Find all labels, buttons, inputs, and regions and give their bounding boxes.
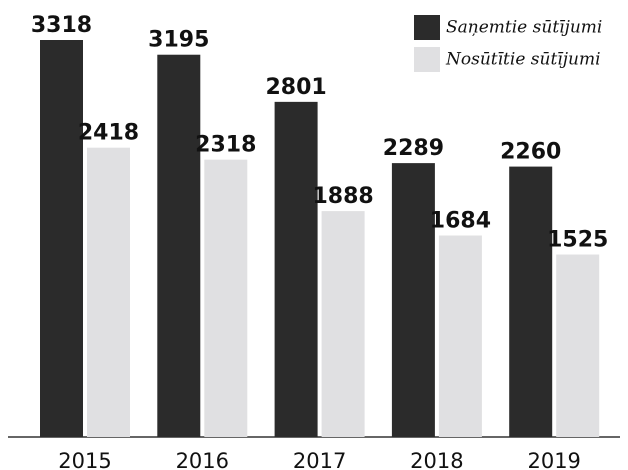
bar [87,147,130,437]
bar [509,166,553,437]
bar [556,254,600,437]
x-tick-label: 2017 [293,449,346,470]
x-tick-label: 2019 [527,449,580,470]
data-label: 1684 [430,209,491,234]
data-label: 2418 [78,121,139,146]
data-label: 2801 [265,75,326,100]
legend-swatch [414,15,440,40]
x-tick-label: 2018 [410,449,463,470]
x-tick-label: 2015 [58,449,111,470]
data-label: 3318 [31,13,92,38]
legend-swatch [414,47,440,72]
data-label: 1888 [312,184,373,209]
data-label: 1525 [547,228,608,253]
bar [438,235,482,437]
bar [157,54,201,437]
bar [40,40,83,437]
x-tick-label: 2016 [176,449,229,470]
bar [391,163,435,438]
data-label: 2318 [195,133,256,158]
legend-label: Nosūtītie sūtījumi [445,50,601,70]
bar [204,159,248,437]
data-label: 2289 [383,136,444,161]
bar [321,211,365,437]
bar [274,101,318,437]
data-label: 3195 [148,28,209,53]
legend-label: Saņemtie sūtījumi [446,18,602,38]
data-label: 2260 [500,140,561,165]
